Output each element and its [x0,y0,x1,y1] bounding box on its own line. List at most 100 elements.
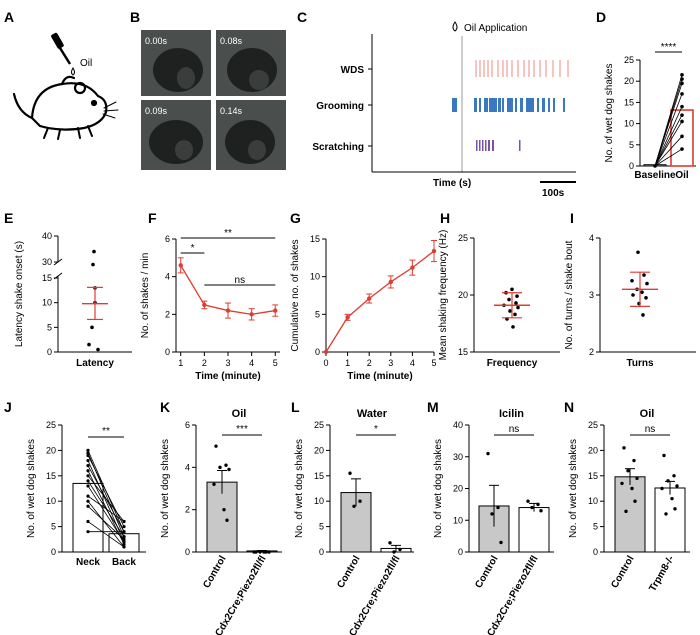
oil-drop-icon [452,21,458,32]
frame-3: 0.09s [141,100,211,170]
y-tick-label: 25 [46,420,56,430]
data-point [87,342,91,347]
data-point [86,453,90,458]
paired-line [654,93,683,167]
data-point [672,474,676,478]
data-point [410,265,415,270]
y-tick-label: 5 [629,140,634,150]
row-label-grooming: Grooming [316,101,364,112]
chart-title: Oil [640,408,655,420]
data-point [624,509,628,514]
paired-line [87,455,125,527]
x-tick-label: Frequency [487,358,538,369]
chart-d: 0 5 10 15 20 25 No. of wet dog shakes Baseline O… [604,42,696,181]
data-point [96,347,100,352]
paired-line [654,136,683,167]
data-point [635,476,639,481]
y-tick-label: 3 [589,290,594,300]
data-point [249,312,254,317]
panel-label-m: M [427,399,439,415]
panel-label-c: C [297,9,307,25]
data-point [515,294,519,298]
data-point [86,451,90,455]
panel-label-h: H [440,210,450,226]
y-tick-label: 0 [165,347,170,357]
x-tick-label: Control [335,554,362,590]
x-tick-label: Control [201,554,228,590]
data-point [636,250,640,255]
grooming-bout [474,98,477,112]
y-tick-label: 0 [593,547,598,557]
mouse-illustration [12,75,119,140]
data-point [90,325,94,330]
data-point [122,519,126,524]
data-point [92,249,96,254]
frame-4: 0.14s [216,100,286,170]
data-point [122,535,126,539]
data-point [680,119,684,124]
data-point [262,550,266,554]
video-frames: 0.00s 0.08s 0.09s 0.14s [141,30,286,170]
grooming-bout [553,98,555,112]
data-point [622,446,626,450]
data-point [367,296,372,301]
frame-time-4: 0.14s [220,106,243,116]
paired-line [87,505,125,540]
panel-label-a: A [4,9,14,25]
significance-label: ** [224,228,232,239]
y-axis-label: No. of turns / shake bout [564,240,575,349]
data-point [86,504,90,508]
panel-label-e: E [4,210,13,226]
y-tick-label: 0 [458,547,463,557]
bar-0 [614,476,646,553]
ethogram-xlabel: Time (s) [433,178,471,189]
data-point [680,147,684,151]
y-axis-label: No. of wet dog shakes [26,439,37,538]
grooming-bout [526,98,534,112]
y-tick-label: 2 [165,309,170,319]
data-point [516,305,520,310]
data-point [666,479,670,483]
y-tick-label: 0 [51,547,56,557]
significance-label: ns [235,275,246,286]
oil-application-label: Oil Application [464,23,527,34]
paired-line [87,475,125,522]
y-tick-label: 10 [42,298,52,308]
grooming-bout [507,98,513,112]
data-point [348,471,352,475]
y-tick-label: 10 [624,119,634,129]
data-point [514,301,518,305]
y-tick-label: 20 [624,76,634,86]
paired-line [654,106,683,167]
panel-label-l: L [291,399,300,415]
data-point [122,542,126,546]
data-point [252,550,256,554]
y-tick-label: 5 [47,322,52,332]
y-tick-label: 4 [185,462,190,472]
y-tick-label: 0 [319,547,324,557]
data-point [267,550,271,554]
data-point [178,263,183,268]
y-tick-label: 0 [315,347,320,357]
y-tick-label: 25 [588,420,598,430]
significance-label: * [191,243,195,254]
data-point [122,525,126,529]
data-point [645,281,649,286]
paired-line [87,495,125,522]
data-point [214,444,218,448]
x-tick-label: Control [609,554,636,590]
paired-line [87,521,125,548]
data-point [86,499,90,503]
y-tick-label: 10 [453,515,463,525]
panel-label-f: F [148,210,157,226]
data-point [122,545,126,549]
x-tick-label: Baseline [634,170,676,181]
data-point [91,262,95,267]
y-tick-label: 5 [319,522,324,532]
data-point [680,92,684,96]
grooming-events [452,98,565,112]
y-tick-label: 25 [624,55,634,65]
scratching-bout [485,140,487,151]
significance-label: * [374,424,378,435]
